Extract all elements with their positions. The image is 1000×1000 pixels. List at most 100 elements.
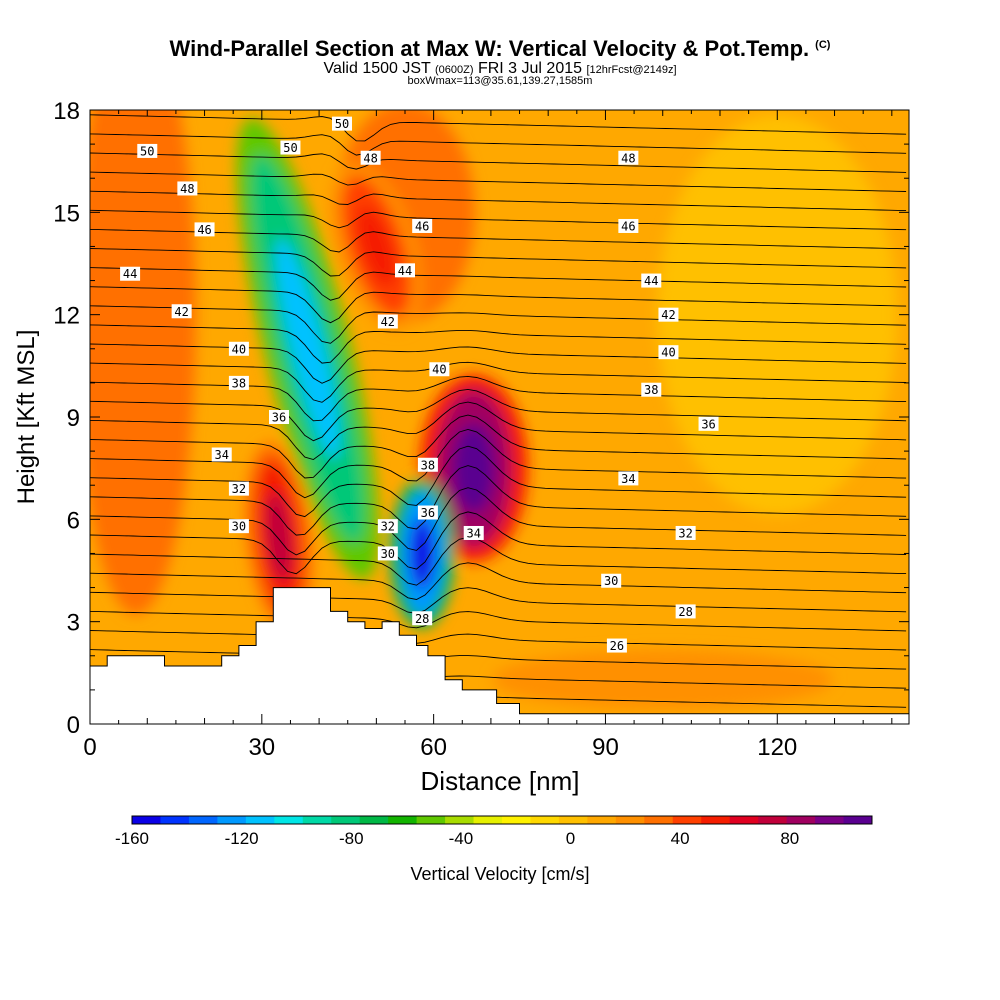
theta-label: 36 [417, 505, 438, 520]
colorbar-tick-label: -120 [225, 829, 259, 848]
x-tick-label: 60 [420, 734, 447, 761]
theta-label-box [412, 218, 433, 233]
colorbar-swatch [701, 816, 731, 824]
x-tick-label: 90 [592, 734, 619, 761]
theta-contour-line [90, 487, 907, 556]
colorbar-swatch [530, 816, 560, 824]
theta-label-box [377, 519, 398, 534]
terrain [89, 587, 910, 725]
theta-label: 44 [641, 273, 662, 288]
theta-label: 44 [395, 263, 415, 278]
theta-label: 36 [698, 416, 719, 431]
theta-label-text: 36 [272, 411, 286, 425]
x-tick-label: 120 [757, 734, 797, 761]
theta-contour-line [90, 171, 907, 192]
theta-label-box [618, 150, 639, 165]
theta-label-text: 44 [644, 274, 658, 288]
theta-label-text: 50 [335, 117, 349, 131]
theta-label-text: 36 [421, 506, 435, 520]
colorbar-swatch [672, 816, 702, 824]
theta-label-text: 32 [232, 482, 246, 496]
theta-contour-line [90, 401, 907, 460]
theta-label-box [641, 273, 662, 288]
theta-contour-line [90, 429, 907, 499]
y-tick-label: 0 [67, 712, 80, 739]
theta-label-text: 28 [678, 605, 692, 619]
theta-contour-line [90, 305, 907, 344]
theta-contour-line [90, 228, 907, 253]
theta-label: 30 [601, 573, 622, 588]
colorbar-swatch [416, 816, 446, 824]
theta-label-text: 50 [140, 144, 154, 158]
y-tick-label: 18 [53, 98, 80, 125]
colorbar-swatch [843, 816, 873, 824]
theta-label: 36 [269, 410, 289, 425]
colorbar-swatch [558, 816, 588, 824]
theta-label-box [463, 525, 484, 540]
theta-label: 48 [177, 181, 198, 196]
field-region [657, 114, 898, 515]
theta-label-text: 30 [381, 547, 395, 561]
colorbar-swatch [302, 816, 332, 824]
colorbar-swatch [388, 816, 418, 824]
theta-label-text: 26 [610, 639, 624, 653]
theta-label-box [606, 638, 627, 653]
theta-contour-line [90, 465, 907, 536]
theta-label: 48 [618, 150, 639, 165]
chart-box-info: boxWmax=113@35.61,139.27,1585m [407, 75, 593, 87]
theta-label: 38 [228, 375, 249, 390]
y-tick-label: 12 [53, 303, 80, 330]
theta-label: 48 [360, 150, 381, 165]
theta-label: 28 [412, 611, 433, 626]
theta-label-text: 48 [363, 151, 377, 165]
theta-label-text: 42 [381, 315, 395, 329]
theta-label: 46 [618, 218, 639, 233]
colorbar-swatch [160, 816, 190, 824]
colorbar-swatch [615, 816, 645, 824]
x-tick-label: 30 [248, 734, 275, 761]
theta-label-box [228, 519, 249, 534]
theta-label-box [211, 447, 232, 462]
theta-label-text: 40 [661, 346, 675, 360]
colorbar-swatch [188, 816, 218, 824]
theta-label-text: 44 [398, 264, 412, 278]
theta-label-box [194, 222, 215, 237]
field-region [90, 110, 196, 615]
y-tick-label: 9 [67, 405, 80, 432]
theta-label-box [417, 505, 438, 520]
theta-label-text: 32 [678, 526, 692, 540]
theta-label: 46 [412, 218, 433, 233]
theta-label-text: 30 [232, 520, 246, 534]
y-tick-label: 3 [67, 610, 80, 637]
theta-label-box [395, 263, 415, 278]
theta-label: 42 [658, 307, 679, 322]
colorbar-swatch [445, 816, 475, 824]
theta-label-text: 28 [415, 612, 429, 626]
theta-label-text: 46 [621, 219, 635, 233]
theta-label-text: 42 [661, 308, 675, 322]
theta-label-box [698, 416, 719, 431]
y-axis-label: Height [Kft MSL] [13, 330, 40, 505]
contour-labels: 50 48 46 44 42 40 38 36 34 32 30 50 50 48 46 44 42 40 38 36… [120, 116, 719, 653]
colorbar-swatch [729, 816, 759, 824]
theta-label-box [675, 604, 696, 619]
theta-contour-line [90, 114, 907, 142]
theta-label: 38 [417, 457, 438, 472]
theta-label-text: 48 [180, 182, 194, 196]
theta-label-box [601, 573, 622, 588]
colorbar-label: Vertical Velocity [cm/s] [410, 864, 589, 884]
colorbar-tick-label: 80 [780, 829, 799, 848]
theta-label: 40 [658, 345, 679, 360]
field-feature-core [409, 517, 435, 590]
colorbar-swatch [587, 816, 617, 824]
theta-label-box [228, 481, 249, 496]
theta-label-text: 38 [421, 458, 435, 472]
colorbar-swatch [786, 816, 816, 824]
colorbar: -160 -120 -80 -40 0 40 80 Vertical Velocity [cm… [115, 815, 873, 884]
colorbar-swatch [644, 816, 674, 824]
theta-label-box [177, 181, 198, 196]
theta-label-box [658, 345, 679, 360]
theta-label-box [332, 116, 352, 131]
theta-contour-line [90, 562, 907, 600]
